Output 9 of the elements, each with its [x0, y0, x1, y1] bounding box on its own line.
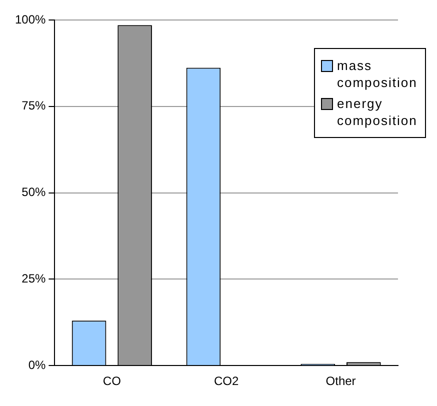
- x-tick-label: CO: [102, 374, 121, 388]
- y-tick-label: 75%: [22, 98, 46, 113]
- legend-label: energy composition: [337, 95, 418, 129]
- y-tick-label: 0%: [28, 358, 46, 372]
- y-tick-label: 25%: [22, 272, 46, 286]
- y-tick-label: 50%: [22, 185, 46, 200]
- y-tick-label: 100%: [14, 12, 46, 26]
- x-tick-label: Other: [326, 374, 356, 388]
- x-tick-label: CO2: [214, 374, 239, 388]
